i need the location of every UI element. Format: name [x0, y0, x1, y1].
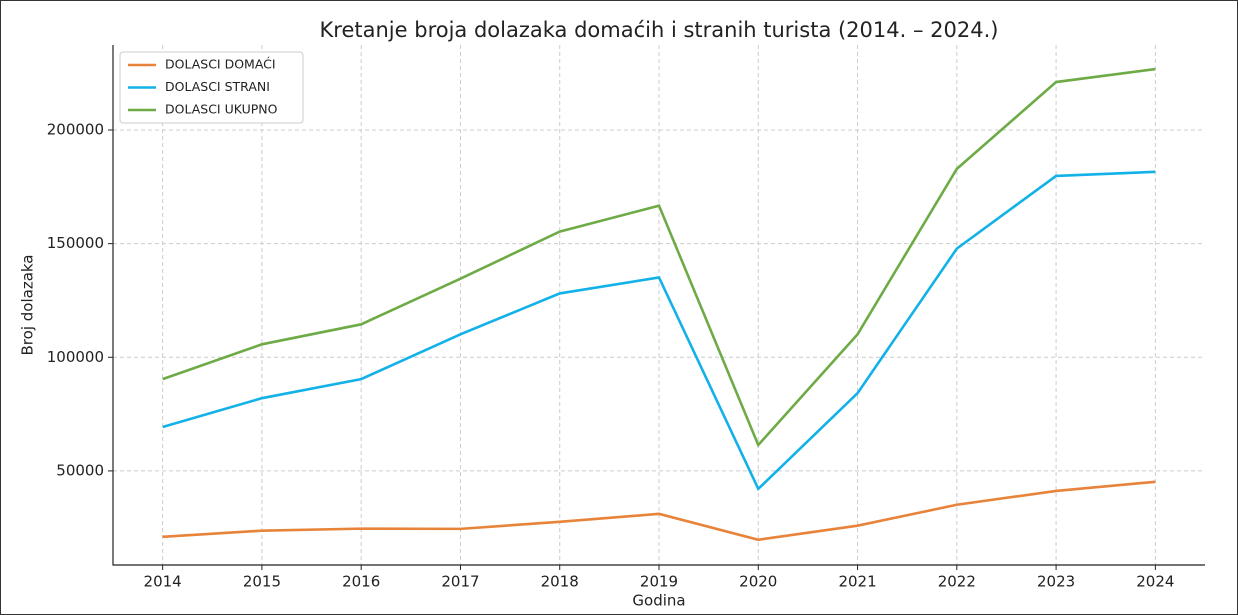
legend: DOLASCI DOMAĆI DOLASCI STRANI DOLASCI UKUP…	[119, 51, 304, 124]
legend-label: DOLASCI STRANI	[165, 79, 270, 94]
x-tick-label: 2019	[640, 573, 678, 591]
legend-label: DOLASCI DOMAĆI	[165, 57, 276, 72]
legend-box	[119, 51, 304, 124]
x-tick-label: 2018	[541, 573, 579, 591]
line	[162, 170, 1156, 492]
y-tick-label: 150000	[47, 234, 104, 252]
y-axis-label: Broj dolazaka	[19, 255, 37, 356]
x-tick-label: 2024	[1136, 573, 1174, 591]
x-tick-label: 2022	[938, 573, 976, 591]
y-tick-label: 200000	[47, 121, 104, 139]
x-tick-label: 2015	[243, 573, 281, 591]
x-tick-label: 2023	[1037, 573, 1075, 591]
line	[162, 480, 1156, 542]
x-tick-label: 2021	[838, 573, 876, 591]
y-tick-label: 100000	[47, 348, 104, 366]
legend-label: DOLASCI UKUPNO	[165, 102, 278, 117]
line	[162, 67, 1156, 448]
x-axis-label: Godina	[632, 592, 685, 610]
chart-title: Kretanje broja dolazaka domaćih i strani…	[320, 18, 999, 42]
y-tick-label: 50000	[56, 461, 104, 479]
x-tick-label: 2016	[342, 573, 380, 591]
x-tick-label: 2017	[441, 573, 479, 591]
x-tick-label: 2020	[739, 573, 777, 591]
axes	[112, 45, 1205, 566]
x-tick-label: 2014	[144, 573, 182, 591]
